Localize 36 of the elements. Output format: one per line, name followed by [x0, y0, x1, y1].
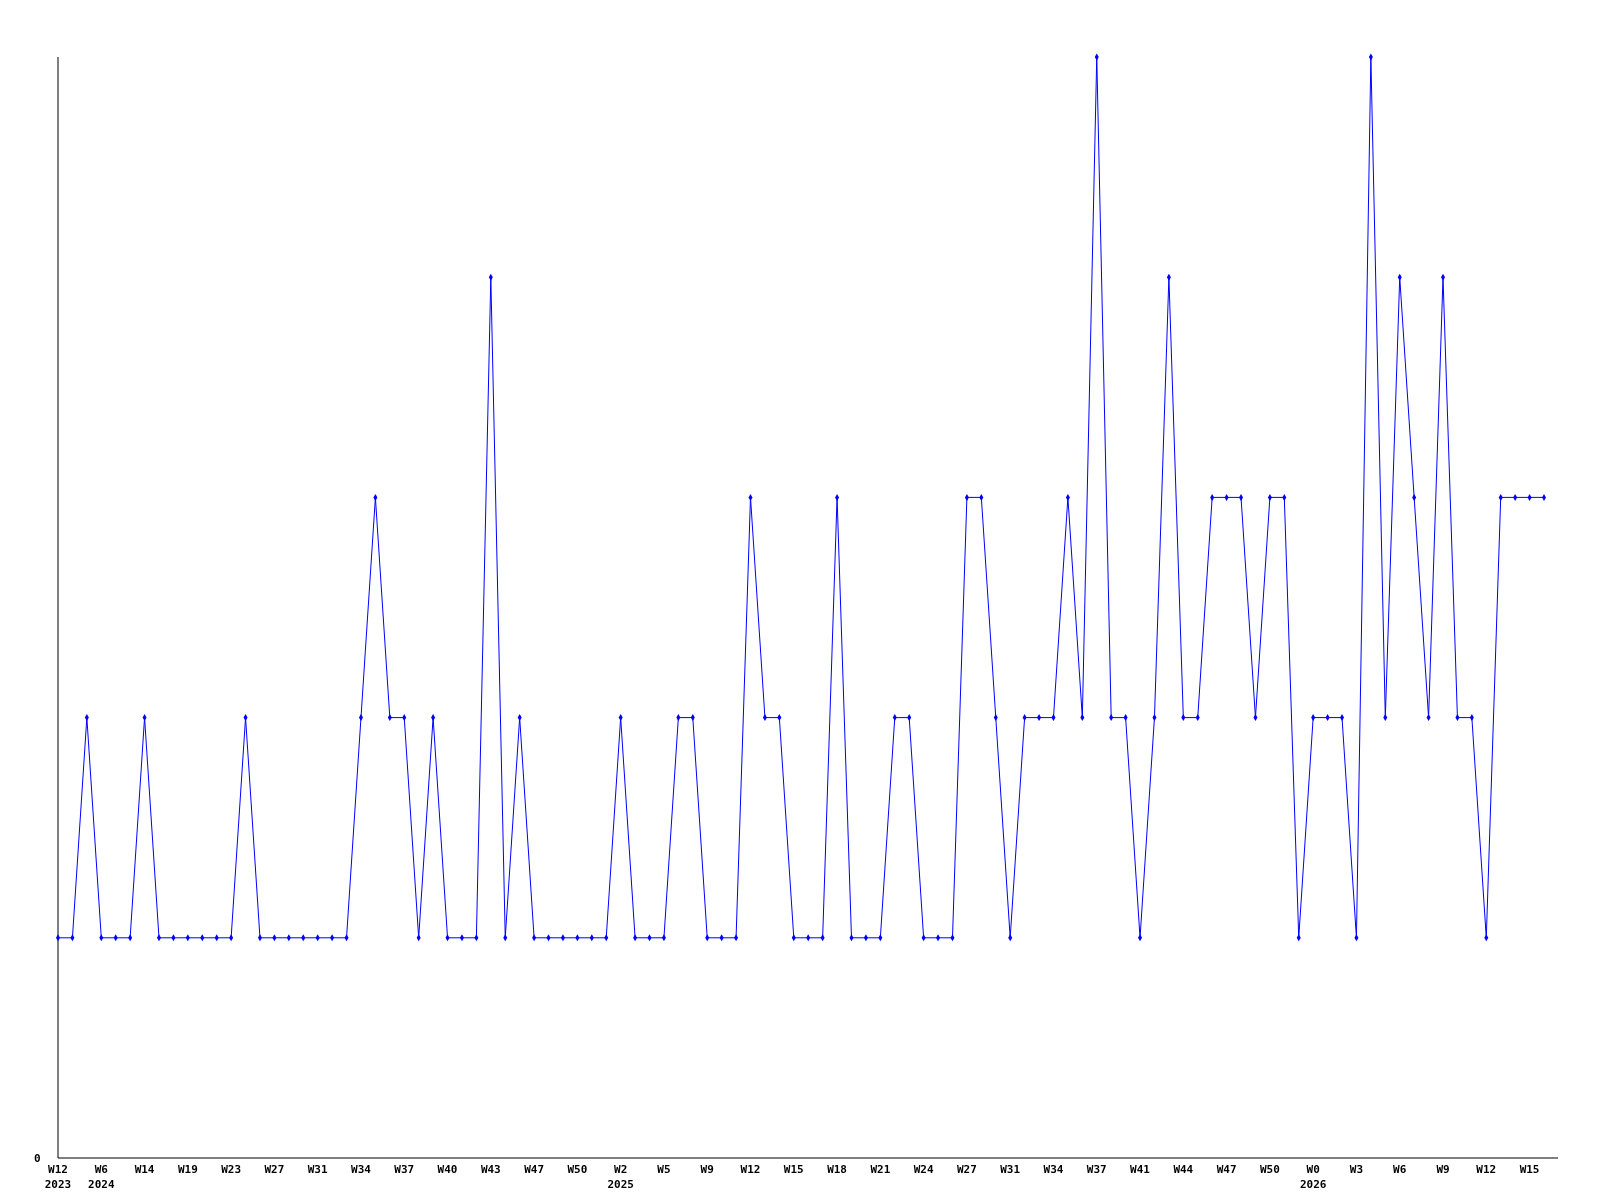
x-tick-label: W9 — [1436, 1163, 1450, 1176]
x-tick-label: W12 — [740, 1163, 761, 1176]
x-tick-label: W41 — [1130, 1163, 1151, 1176]
x-tick-label: W47 — [1216, 1163, 1237, 1176]
x-tick-label: W15 — [783, 1163, 804, 1176]
x-tick-label: W34 — [351, 1163, 372, 1176]
x-tick-label: W44 — [1173, 1163, 1194, 1176]
x-tick-label: W27 — [956, 1163, 977, 1176]
x-tick-label: W6 — [1393, 1163, 1407, 1176]
x-tick-label: W50 — [567, 1163, 588, 1176]
x-tick-label: W37 — [1086, 1163, 1107, 1176]
text: 0 — [34, 1152, 41, 1165]
x-tick-label: W3 — [1349, 1163, 1364, 1176]
x-tick-label: W5 — [657, 1163, 671, 1176]
x-tick-label: W19 — [177, 1163, 198, 1176]
x-tick-label: W15 — [1519, 1163, 1540, 1176]
x-tick-label: W18 — [827, 1163, 848, 1176]
x-tick-label: W12 — [1476, 1163, 1497, 1176]
x-tick-label: W31 — [307, 1163, 328, 1176]
x-tick-label: W37 — [394, 1163, 415, 1176]
x-tick-label: W14 — [134, 1163, 155, 1176]
x-tick-label: W23 — [221, 1163, 242, 1176]
x-tick-label: W24 — [913, 1163, 934, 1176]
x-tick-label: W9 — [700, 1163, 714, 1176]
x-tick-label: W31 — [1000, 1163, 1021, 1176]
x-tick-label: W34 — [1043, 1163, 1064, 1176]
x-tick-label: W47 — [524, 1163, 545, 1176]
x-tick-label: W0 2026 — [1299, 1163, 1327, 1191]
x-tick-label: W40 — [437, 1163, 458, 1176]
x-tick-label: W21 — [870, 1163, 891, 1176]
x-tick-label: W2 2025 — [607, 1163, 634, 1191]
x-tick-label: W27 — [264, 1163, 285, 1176]
x-tick-label: W12 2023 — [44, 1163, 72, 1191]
x-tick-label: W6 2024 — [88, 1163, 115, 1191]
x-tick-label: W43 — [480, 1163, 501, 1176]
x-tick-label: W50 — [1259, 1163, 1280, 1176]
